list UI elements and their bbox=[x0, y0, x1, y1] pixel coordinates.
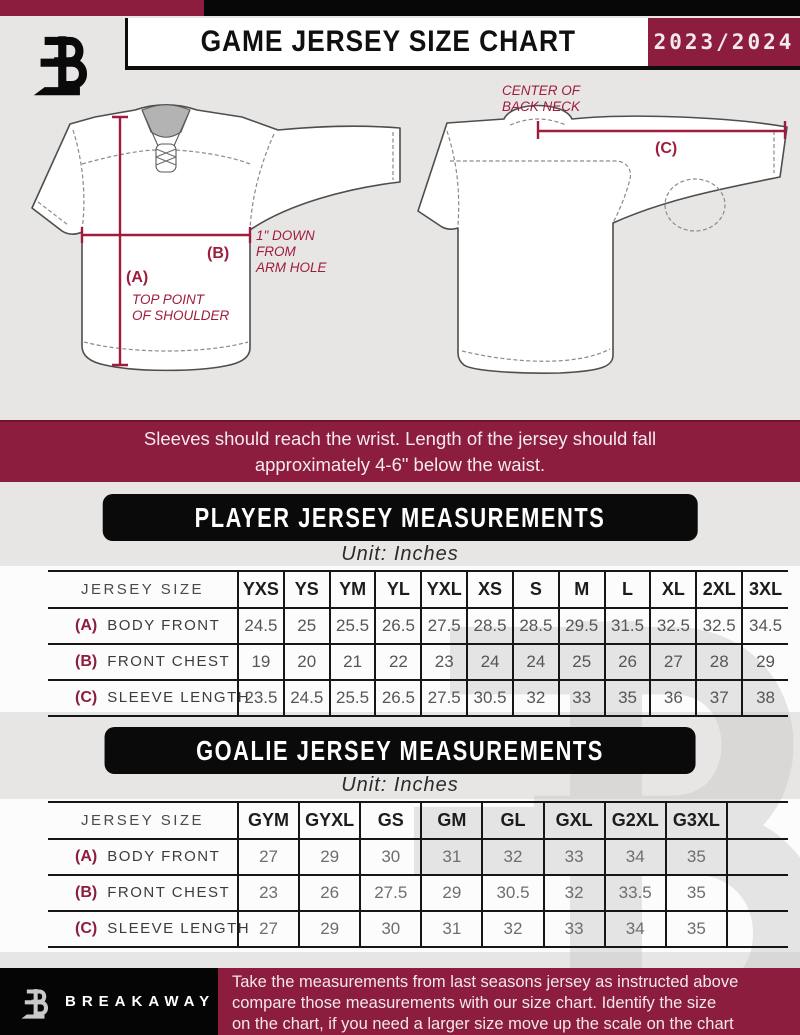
top-maroon-strip bbox=[0, 0, 204, 16]
top-black-strip bbox=[204, 0, 800, 16]
season-badge: 2023/2024 bbox=[648, 18, 800, 66]
back-c-key: (C) bbox=[655, 140, 677, 157]
footer-instructions: Take the measurements from last seasons … bbox=[218, 968, 800, 1035]
front-jersey-outline bbox=[31, 104, 401, 372]
brand-name: BREAKAWAY bbox=[65, 993, 216, 1010]
front-a-line1: TOP POINT bbox=[132, 292, 206, 307]
table-row: (A) BODY FRONT 24.5 25 25.5 26.5 27.5 28.… bbox=[48, 607, 788, 645]
front-b-line1: 1" DOWN bbox=[256, 228, 315, 243]
collar-inner bbox=[141, 104, 191, 138]
measurement-line-a bbox=[112, 115, 128, 367]
table-row: (C) SLEEVE LENGTH 27 29 30 31 32 33 34 35 bbox=[48, 910, 788, 948]
fit-notice-line2: approximately 4-6" below the waist. bbox=[254, 454, 546, 475]
player-section-title: PLAYER JERSEY MEASUREMENTS bbox=[102, 494, 698, 541]
footer-brand-box: BREAKAWAY bbox=[0, 968, 218, 1035]
player-unit-label: Unit: Inches bbox=[341, 543, 459, 565]
measurement-line-c bbox=[536, 121, 787, 139]
back-jersey-outline bbox=[417, 104, 788, 374]
front-a-key: (A) bbox=[126, 269, 148, 286]
front-a-line2: OF SHOULDER bbox=[132, 308, 230, 323]
fit-notice: Sleeves should reach the wrist. Length o… bbox=[0, 426, 800, 478]
size-header-cell: JERSEY SIZE bbox=[48, 570, 239, 609]
back-neck-line2: BACK NECK bbox=[502, 99, 581, 114]
table-row: (B) FRONT CHEST 23 26 27.5 29 30.5 32 33.… bbox=[48, 874, 788, 912]
goalie-unit-label: Unit: Inches bbox=[341, 774, 459, 796]
notice-banner-background bbox=[0, 420, 800, 482]
table-row: (B) FRONT CHEST 19 20 21 22 23 24 24 25 2… bbox=[48, 643, 788, 681]
size-header-cell: JERSEY SIZE bbox=[48, 801, 239, 840]
back-jersey-diagram: CENTER OF BACK NECK (C) bbox=[417, 83, 788, 374]
back-neck-line1: CENTER OF bbox=[502, 83, 581, 98]
footer-line1: Take the measurements from last seasons … bbox=[232, 973, 739, 991]
page-title: GAME JERSEY SIZE CHART bbox=[200, 25, 576, 58]
measurement-line-b bbox=[80, 227, 252, 243]
breakaway-logo-icon bbox=[33, 36, 87, 96]
footer-line3: on the chart, if you need a larger size … bbox=[232, 1015, 734, 1033]
front-jersey-diagram: (B) 1" DOWN FROM ARM HOLE (A) TOP POINT … bbox=[31, 104, 401, 372]
player-header-row: JERSEY SIZE YXS YS YM YL YXL XS S M L XL… bbox=[48, 570, 788, 609]
table-row: (A) BODY FRONT 27 29 30 31 32 33 34 35 bbox=[48, 838, 788, 876]
title-box: GAME JERSEY SIZE CHART bbox=[128, 18, 648, 66]
fit-notice-line1: Sleeves should reach the wrist. Length o… bbox=[143, 428, 657, 449]
front-b-line3: ARM HOLE bbox=[255, 260, 328, 275]
goalie-size-table: JERSEY SIZE GYM GYXL GS GM GL GXL G2XL G… bbox=[48, 801, 788, 948]
goalie-section-title: GOALIE JERSEY MEASUREMENTS bbox=[104, 727, 696, 774]
player-size-table: JERSEY SIZE YXS YS YM YL YXL XS S M L XL… bbox=[48, 570, 788, 717]
breakaway-footer-logo-icon bbox=[21, 988, 48, 1019]
goalie-header-row: JERSEY SIZE GYM GYXL GS GM GL GXL G2XL G… bbox=[48, 801, 788, 840]
front-b-key: (B) bbox=[207, 245, 229, 262]
table-row: (C) SLEEVE LENGTH 23.5 24.5 25.5 26.5 27.… bbox=[48, 679, 788, 717]
footer-line2: compare those measurements with our size… bbox=[232, 994, 717, 1012]
front-b-line2: FROM bbox=[256, 244, 296, 259]
season-label: 2023/2024 bbox=[653, 30, 795, 54]
